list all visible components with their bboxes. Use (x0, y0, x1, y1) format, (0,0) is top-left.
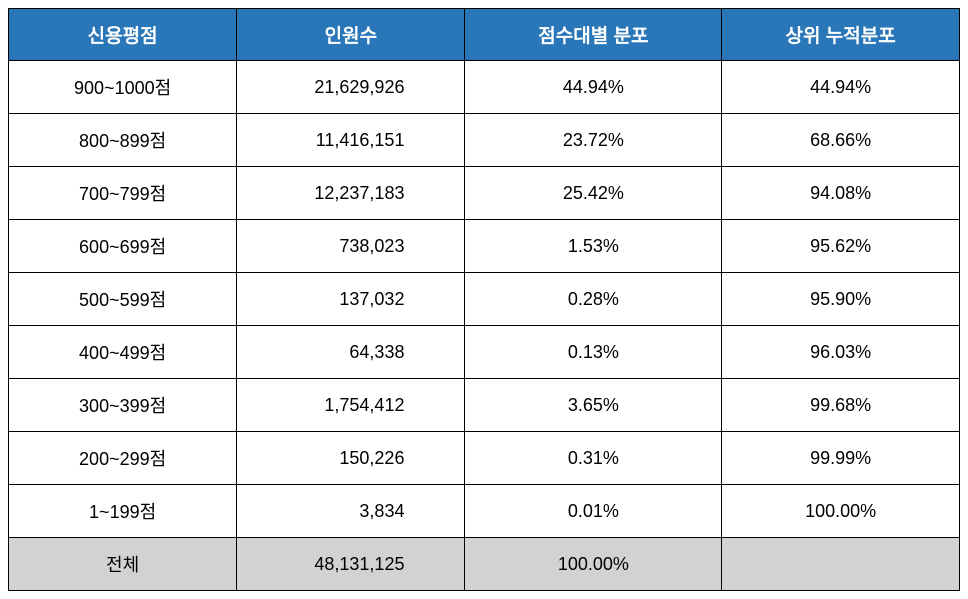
cell-dist: 1.53% (465, 220, 722, 273)
cell-cumulative: 68.66% (722, 114, 960, 167)
cell-dist: 0.01% (465, 485, 722, 538)
table-row: 500~599점 137,032 0.28% 95.90% (9, 273, 960, 326)
cell-total-count: 48,131,125 (237, 538, 465, 591)
table-row: 200~299점 150,226 0.31% 99.99% (9, 432, 960, 485)
cell-cumulative: 99.68% (722, 379, 960, 432)
cell-count: 11,416,151 (237, 114, 465, 167)
cell-count: 64,338 (237, 326, 465, 379)
credit-score-table: 신용평점 인원수 점수대별 분포 상위 누적분포 900~1000점 21,62… (8, 8, 960, 591)
cell-score: 300~399점 (9, 379, 237, 432)
header-cumulative: 상위 누적분포 (722, 9, 960, 61)
header-credit-score: 신용평점 (9, 9, 237, 61)
cell-cumulative: 44.94% (722, 61, 960, 114)
cell-dist: 25.42% (465, 167, 722, 220)
cell-score: 600~699점 (9, 220, 237, 273)
cell-cumulative: 100.00% (722, 485, 960, 538)
cell-cumulative: 99.99% (722, 432, 960, 485)
table-row: 400~499점 64,338 0.13% 96.03% (9, 326, 960, 379)
cell-cumulative: 94.08% (722, 167, 960, 220)
header-distribution: 점수대별 분포 (465, 9, 722, 61)
data-table: 신용평점 인원수 점수대별 분포 상위 누적분포 900~1000점 21,62… (8, 8, 960, 591)
cell-score: 200~299점 (9, 432, 237, 485)
cell-score: 400~499점 (9, 326, 237, 379)
cell-dist: 0.13% (465, 326, 722, 379)
cell-count: 3,834 (237, 485, 465, 538)
cell-total-cumulative (722, 538, 960, 591)
cell-score: 900~1000점 (9, 61, 237, 114)
cell-cumulative: 95.62% (722, 220, 960, 273)
cell-dist: 0.31% (465, 432, 722, 485)
cell-total-dist: 100.00% (465, 538, 722, 591)
table-row: 600~699점 738,023 1.53% 95.62% (9, 220, 960, 273)
table-row: 1~199점 3,834 0.01% 100.00% (9, 485, 960, 538)
cell-cumulative: 96.03% (722, 326, 960, 379)
cell-count: 738,023 (237, 220, 465, 273)
cell-count: 12,237,183 (237, 167, 465, 220)
table-row: 300~399점 1,754,412 3.65% 99.68% (9, 379, 960, 432)
cell-cumulative: 95.90% (722, 273, 960, 326)
table-row: 800~899점 11,416,151 23.72% 68.66% (9, 114, 960, 167)
cell-score: 800~899점 (9, 114, 237, 167)
table-header-row: 신용평점 인원수 점수대별 분포 상위 누적분포 (9, 9, 960, 61)
cell-count: 1,754,412 (237, 379, 465, 432)
cell-count: 150,226 (237, 432, 465, 485)
cell-score: 700~799점 (9, 167, 237, 220)
table-row: 700~799점 12,237,183 25.42% 94.08% (9, 167, 960, 220)
cell-count: 21,629,926 (237, 61, 465, 114)
header-count: 인원수 (237, 9, 465, 61)
cell-total-label: 전체 (9, 538, 237, 591)
cell-score: 1~199점 (9, 485, 237, 538)
cell-dist: 23.72% (465, 114, 722, 167)
table-row: 900~1000점 21,629,926 44.94% 44.94% (9, 61, 960, 114)
cell-count: 137,032 (237, 273, 465, 326)
cell-dist: 44.94% (465, 61, 722, 114)
cell-score: 500~599점 (9, 273, 237, 326)
cell-dist: 0.28% (465, 273, 722, 326)
cell-dist: 3.65% (465, 379, 722, 432)
table-total-row: 전체 48,131,125 100.00% (9, 538, 960, 591)
